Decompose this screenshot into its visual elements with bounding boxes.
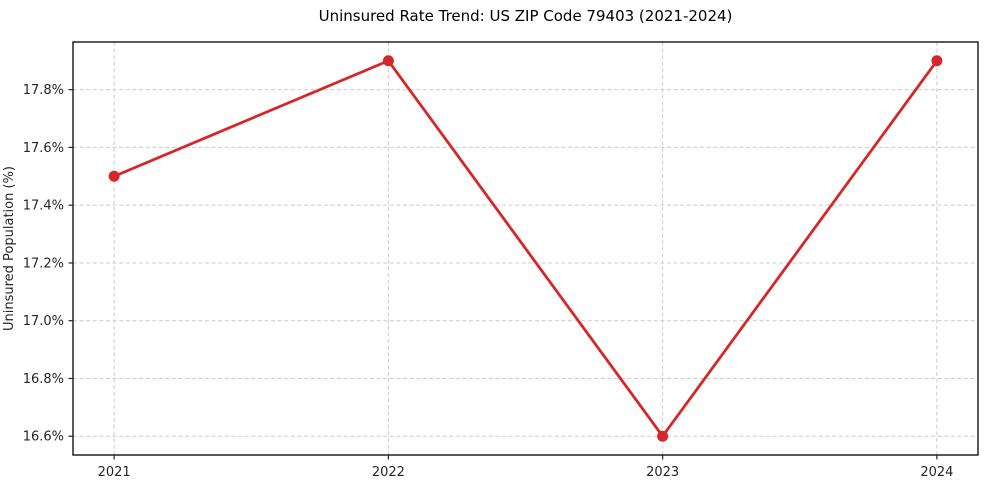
- x-tick-label: 2022: [372, 465, 405, 480]
- y-tick-label: 17.6%: [23, 141, 64, 156]
- y-tick-label: 16.8%: [23, 372, 64, 387]
- x-tick-label: 2021: [98, 465, 131, 480]
- x-tick-label: 2024: [920, 465, 953, 480]
- chart-title: Uninsured Rate Trend: US ZIP Code 79403 …: [319, 7, 733, 25]
- data-point: [383, 55, 394, 66]
- x-tick-labels: 2021 2022 2023 2024: [98, 465, 954, 480]
- axis-tick-marks: [69, 90, 937, 460]
- x-tick-label: 2023: [646, 465, 679, 480]
- data-point: [109, 171, 120, 182]
- data-point: [931, 55, 942, 66]
- y-tick-label: 17.4%: [23, 199, 64, 214]
- data-point: [657, 431, 668, 442]
- y-tick-label: 17.2%: [23, 256, 64, 271]
- y-tick-label: 17.8%: [23, 83, 64, 98]
- y-axis-label: Uninsured Population (%): [2, 166, 17, 331]
- y-tick-labels: 16.6% 16.8% 17.0% 17.2% 17.4% 17.6% 17.8%: [23, 83, 64, 445]
- y-tick-label: 17.0%: [23, 314, 64, 329]
- trend-line: [114, 61, 937, 436]
- y-tick-label: 16.6%: [23, 430, 64, 445]
